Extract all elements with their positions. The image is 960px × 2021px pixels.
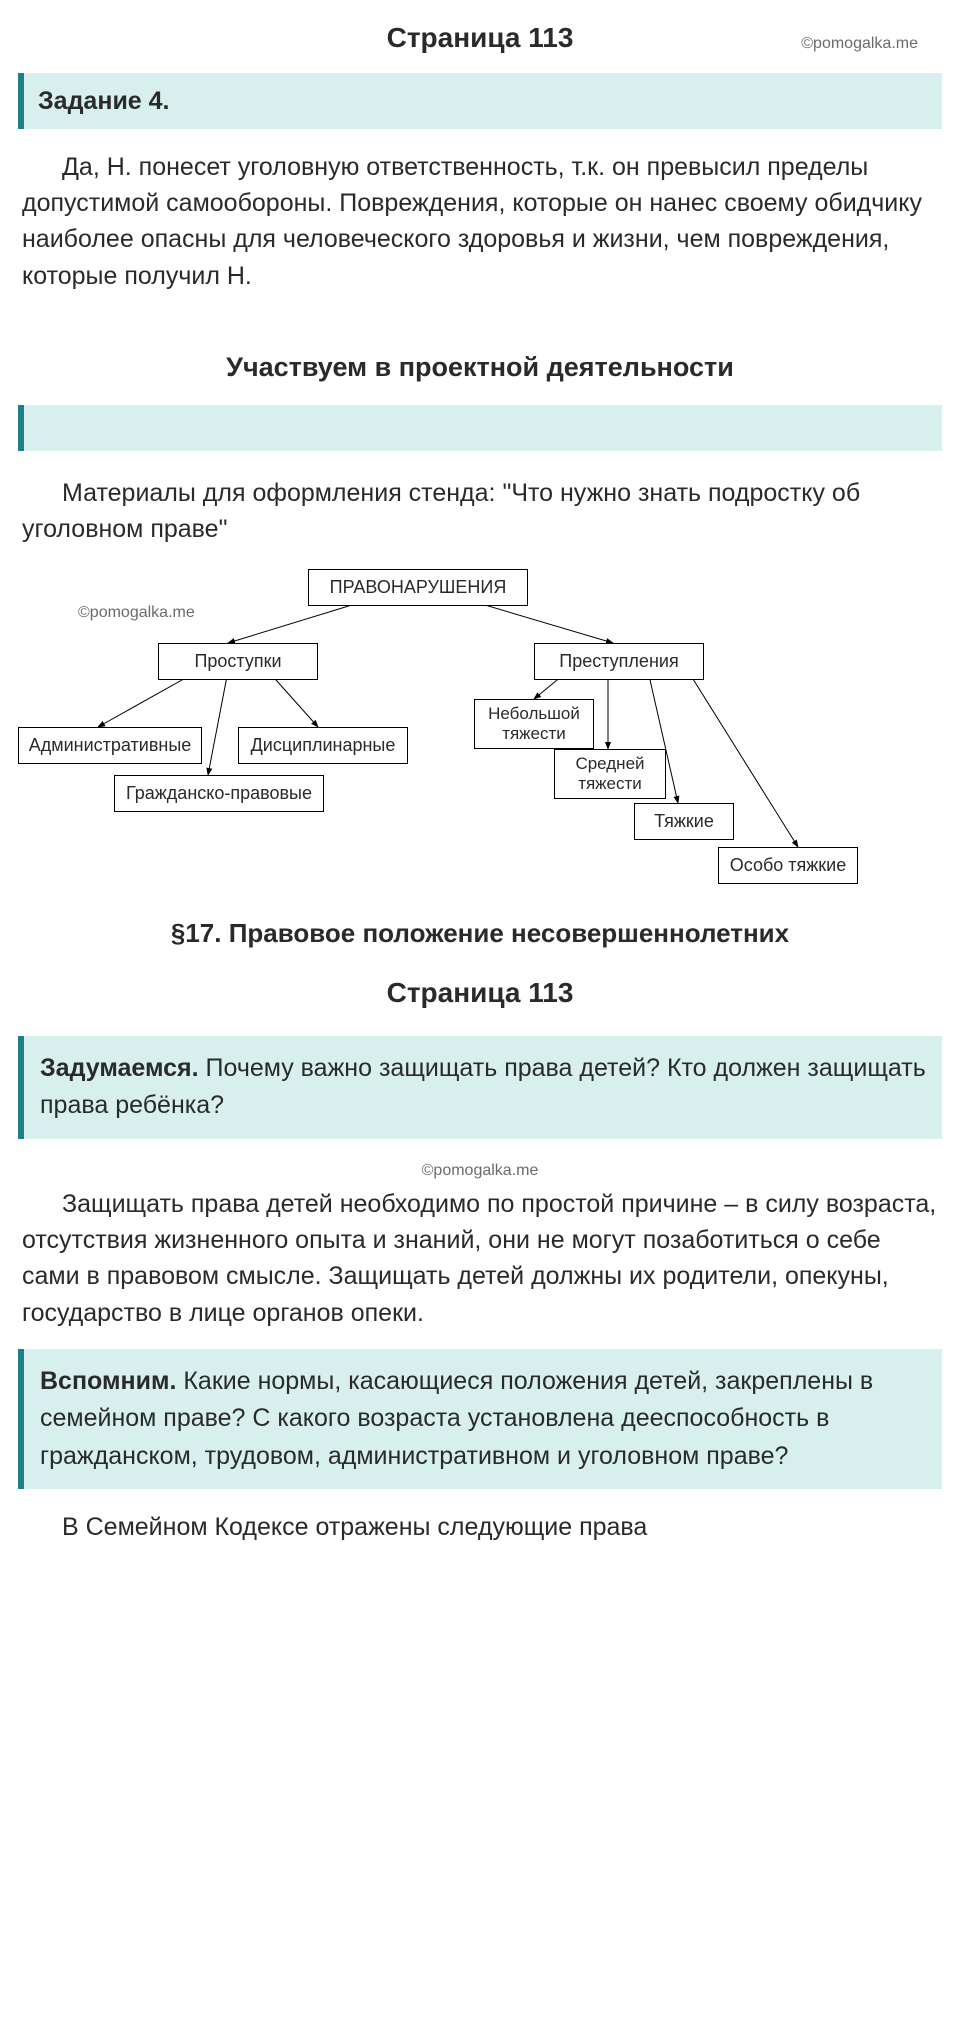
quote-think-bold: Задумаемся. [40,1054,199,1082]
task-box-4: Задание 4. [18,73,942,129]
empty-callout-box [18,405,942,451]
watermark-center: ©pomogalka.me [18,1159,942,1182]
quote-box-recall: Вспомним. Какие нормы, касающиеся положе… [18,1349,942,1490]
diagram-node-disc: Дисциплинарные [238,727,408,763]
quote-recall-bold: Вспомним. [40,1367,176,1395]
watermark-top: ©pomogalka.me [801,32,918,55]
diagram-node-admin: Административные [18,727,202,763]
diagram-node-nebolsh: Небольшой тяжести [474,699,594,748]
paragraph-2: Материалы для оформления стенда: "Что ну… [22,475,938,548]
diagram-node-prestu: Преступления [534,643,704,679]
violations-diagram: ©pomogalka.me ПРАВОНАРУШЕНИЯПроступкиПре… [18,565,942,885]
paragraph-1: Да, Н. понесет уголовную ответственность… [22,149,938,294]
paragraph-3: Защищать права детей необходимо по прост… [22,1186,938,1331]
quote-box-think: Задумаемся. Почему важно защищать права … [18,1036,942,1139]
diagram-node-root: ПРАВОНАРУШЕНИЯ [308,569,528,605]
section-heading: Участвуем в проектной деятельности [18,348,942,387]
diagram-node-grazh: Гражданско-правовые [114,775,324,811]
diagram-node-prostu: Проступки [158,643,318,679]
diagram-node-tyazh: Тяжкие [634,803,734,839]
paragraph-4: В Семейном Кодексе отражены следующие пр… [22,1509,938,1545]
paragraph-1-text: Да, Н. понесет уголовную ответственность… [22,153,922,290]
subsection-heading: §17. Правовое положение несовершеннолетн… [18,915,942,953]
diagram-node-osobo: Особо тяжкие [718,847,858,883]
diagram-node-sred: Средней тяжести [554,749,666,798]
page-title-2: Страница 113 [18,973,942,1014]
